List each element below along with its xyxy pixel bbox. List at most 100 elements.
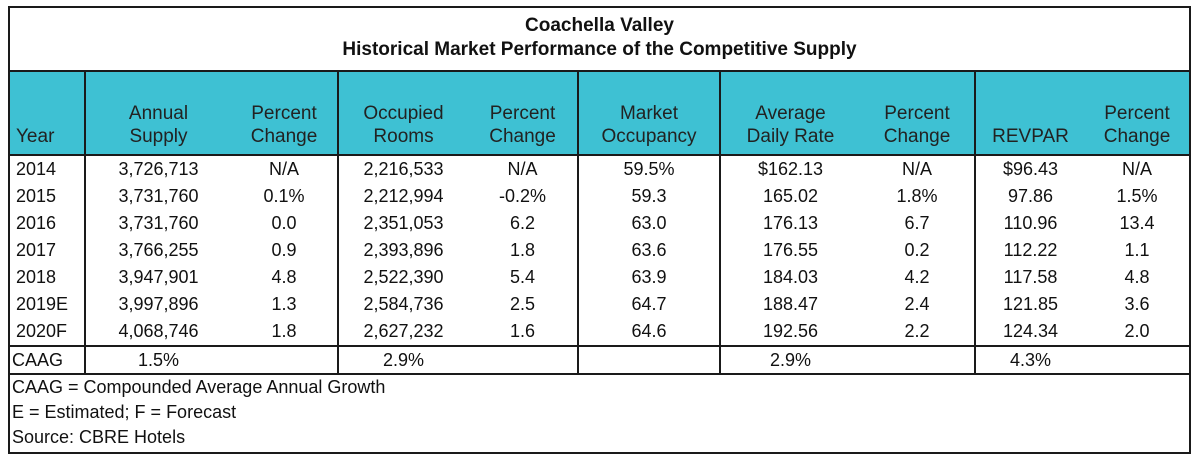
cell-year: 2020F (10, 318, 86, 346)
cell-annual-supply: 3,997,896 (118, 294, 199, 314)
cell-occupied-rooms: 2,393,896 (363, 240, 444, 260)
cell-annual-supply: 3,731,760 (118, 186, 199, 206)
caag-annual-supply: 1.5% (137, 350, 180, 370)
cell-year: 2018 (10, 264, 86, 291)
cell-occupied-rooms: 2,212,994 (363, 186, 444, 206)
cell-occupied-rooms: 2,351,053 (363, 213, 444, 233)
cell-adr-change: 4.2 (860, 264, 976, 291)
cell-adr-change: 0.2 (860, 237, 976, 264)
cell-revpar: 97.86 (1007, 186, 1054, 206)
cell-revpar-change: 2.0 (1124, 321, 1150, 341)
cell-revpar: 112.22 (1003, 240, 1058, 260)
cell-market-occupancy: 63.9 (578, 264, 721, 291)
cell-occupied-change: 1.8 (468, 237, 579, 264)
cell-supply-change: N/A (231, 155, 339, 183)
cell-occupied-rooms: 2,627,232 (363, 321, 444, 341)
cell-revpar-change: 1.5% (1116, 186, 1158, 206)
col-header-adr-change: Percent Change (860, 72, 976, 155)
table-row: 2016 3,731,760 0.0 2,351,053 6.2 63.0 17… (10, 210, 1189, 237)
cell-supply-change: 0.1% (231, 183, 339, 210)
note-caag-definition: CAAG = Compounded Average Annual Growth (12, 377, 386, 397)
cell-supply-change: 4.8 (231, 264, 339, 291)
cell-year: 2014 (10, 155, 86, 183)
cell-year: 2017 (10, 237, 86, 264)
cell-occupied-change: 2.5 (468, 291, 579, 318)
caag-average-daily-rate: 2.9% (769, 350, 812, 370)
cell-adr-change: 1.8% (860, 183, 976, 210)
col-header-market-occupancy: Market Occupancy (578, 72, 721, 155)
cell-average-daily-rate: 192.56 (762, 321, 819, 341)
cell-adr-change: 6.7 (860, 210, 976, 237)
caag-occupied-change-empty (468, 346, 579, 374)
cell-supply-change: 1.3 (231, 291, 339, 318)
cell-revpar-change: 3.6 (1124, 294, 1150, 314)
cell-occupied-change: 6.2 (468, 210, 579, 237)
cell-occupied-change: 1.6 (468, 318, 579, 346)
cell-market-occupancy: 63.0 (578, 210, 721, 237)
cell-revpar: 121.85 (1002, 294, 1059, 314)
cell-occupied-change: -0.2% (468, 183, 579, 210)
market-performance-table-frame: Coachella Valley Historical Market Perfo… (8, 6, 1191, 454)
caag-market-occupancy-empty (578, 346, 721, 374)
cell-revpar: 124.34 (1002, 321, 1059, 341)
table-row: 2015 3,731,760 0.1% 2,212,994 -0.2% 59.3… (10, 183, 1189, 210)
market-performance-table: Year Annual Supply Percent Change Occupied… (10, 72, 1189, 375)
cell-market-occupancy: 64.7 (578, 291, 721, 318)
cell-revpar-change: N/A (1121, 159, 1152, 179)
cell-annual-supply: 3,726,713 (118, 159, 199, 179)
cell-occupied-rooms: 2,522,390 (363, 267, 444, 287)
cell-annual-supply: 3,766,255 (118, 240, 199, 260)
table-notes: CAAG = Compounded Average Annual Growth … (10, 375, 1189, 450)
cell-revpar-change: 1.1 (1124, 240, 1150, 260)
col-header-year: Year (10, 72, 86, 155)
cell-year: 2015 (10, 183, 86, 210)
caag-revpar: 4.3% (1009, 350, 1052, 370)
caag-occupied-rooms: 2.9% (382, 350, 425, 370)
cell-occupied-rooms: 2,216,533 (363, 159, 444, 179)
cell-year: 2019E (10, 291, 86, 318)
cell-market-occupancy: 64.6 (578, 318, 721, 346)
cell-adr-change: N/A (860, 155, 976, 183)
cell-occupied-change: N/A (468, 155, 579, 183)
cell-market-occupancy: 59.3 (578, 183, 721, 210)
cell-supply-change: 0.0 (231, 210, 339, 237)
cell-supply-change: 1.8 (231, 318, 339, 346)
cell-average-daily-rate: $162.13 (757, 159, 824, 179)
cell-average-daily-rate: 184.03 (762, 267, 819, 287)
caag-row: CAAG 1.5% 2.9% 2.9% 4.3% (10, 346, 1189, 374)
col-header-revpar-change: Percent Change (1085, 72, 1189, 155)
note-estimate-forecast: E = Estimated; F = Forecast (12, 402, 237, 422)
col-header-occupied-rooms: Occupied Rooms (338, 72, 468, 155)
cell-supply-change: 0.9 (231, 237, 339, 264)
cell-revpar: 110.96 (1003, 213, 1058, 233)
table-row: 2018 3,947,901 4.8 2,522,390 5.4 63.9 18… (10, 264, 1189, 291)
cell-average-daily-rate: 176.13 (762, 213, 819, 233)
caag-adr-change-empty (860, 346, 976, 374)
col-header-average-daily-rate: Average Daily Rate (720, 72, 860, 155)
cell-annual-supply: 4,068,746 (118, 321, 199, 341)
caag-supply-change-empty (231, 346, 339, 374)
table-title-block: Coachella Valley Historical Market Perfo… (10, 8, 1189, 72)
cell-occupied-rooms: 2,584,736 (363, 294, 444, 314)
cell-annual-supply: 3,731,760 (118, 213, 199, 233)
cell-adr-change: 2.4 (860, 291, 976, 318)
table-subtitle: Historical Market Performance of the Com… (342, 39, 857, 60)
col-header-supply-change: Percent Change (231, 72, 339, 155)
col-header-occupied-change: Percent Change (468, 72, 579, 155)
cell-revpar: $96.43 (1002, 159, 1059, 179)
cell-average-daily-rate: 176.55 (762, 240, 819, 260)
table-row: 2019E 3,997,896 1.3 2,584,736 2.5 64.7 1… (10, 291, 1189, 318)
table-title: Coachella Valley (525, 15, 674, 36)
cell-market-occupancy: 59.5% (578, 155, 721, 183)
cell-average-daily-rate: 188.47 (762, 294, 819, 314)
col-header-revpar: REVPAR (975, 72, 1085, 155)
table-row: 2017 3,766,255 0.9 2,393,896 1.8 63.6 17… (10, 237, 1189, 264)
cell-adr-change: 2.2 (860, 318, 976, 346)
cell-annual-supply: 3,947,901 (118, 267, 199, 287)
caag-label: CAAG (10, 346, 86, 374)
cell-average-daily-rate: 165.02 (762, 186, 819, 206)
header-row: Year Annual Supply Percent Change Occupied… (10, 72, 1189, 155)
table-row: 2020F 4,068,746 1.8 2,627,232 1.6 64.6 1… (10, 318, 1189, 346)
caag-revpar-change-empty (1085, 346, 1189, 374)
col-header-annual-supply: Annual Supply (85, 72, 231, 155)
